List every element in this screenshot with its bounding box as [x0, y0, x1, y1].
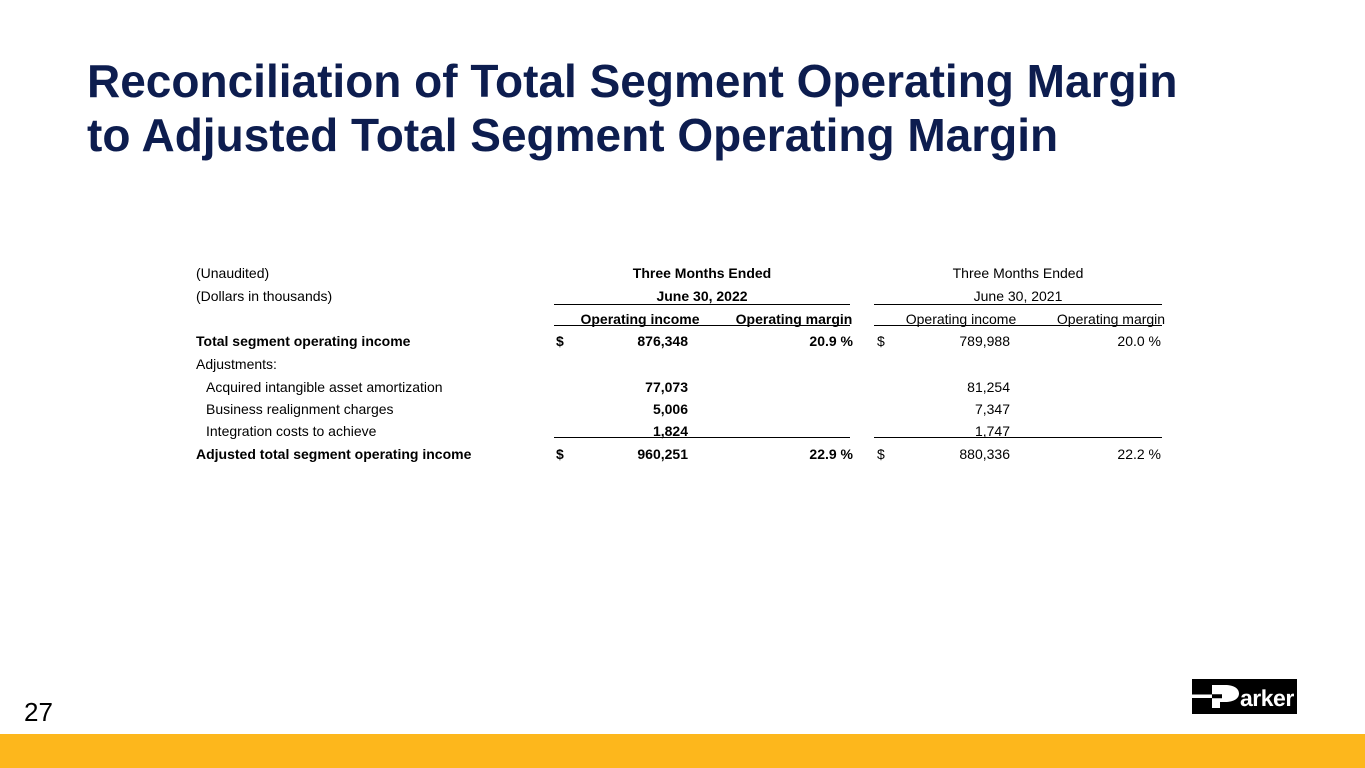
svg-text:arker: arker — [1240, 685, 1294, 711]
